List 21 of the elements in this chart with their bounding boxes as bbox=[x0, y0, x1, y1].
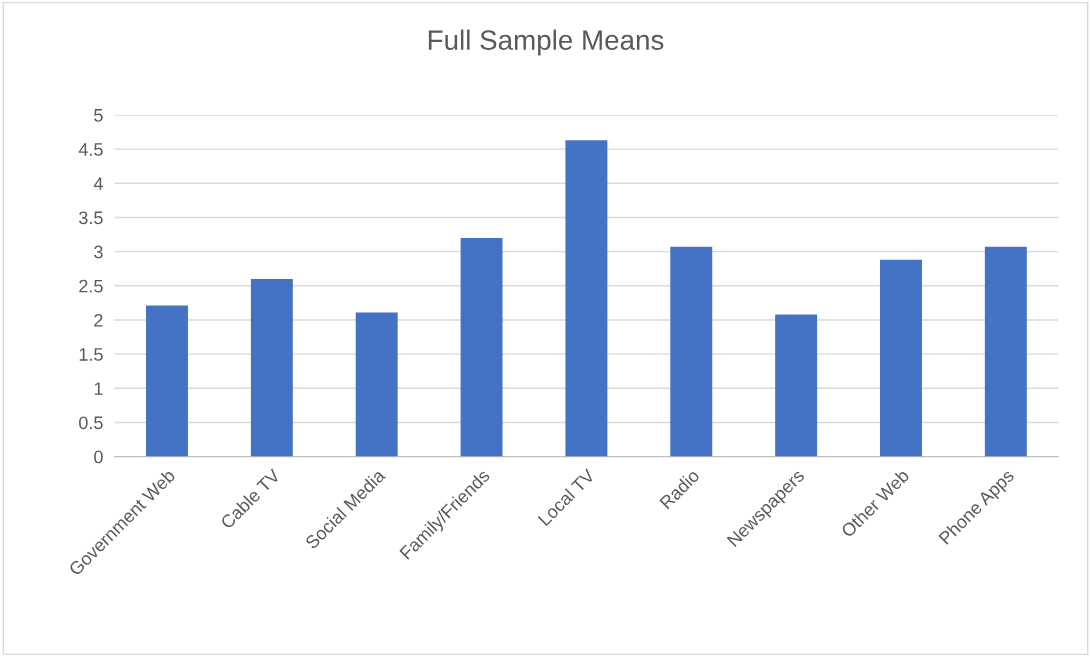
bar bbox=[250, 278, 293, 457]
bar bbox=[880, 259, 922, 457]
y-tick-label: 0.5 bbox=[79, 416, 103, 430]
bar bbox=[565, 140, 608, 457]
y-tick-label: 0 bbox=[94, 450, 103, 464]
bar bbox=[984, 246, 1027, 457]
y-tick-label: 4.5 bbox=[78, 143, 103, 156]
chart-title: Full Sample Means bbox=[428, 29, 664, 56]
y-tick-label: 4 bbox=[93, 177, 103, 190]
y-tick-label: 2.5 bbox=[79, 279, 103, 293]
y-tick-label: 3.5 bbox=[79, 211, 103, 225]
bar bbox=[775, 314, 818, 457]
bar bbox=[146, 305, 188, 457]
bar bbox=[355, 312, 398, 457]
y-tick-label: 3 bbox=[94, 245, 103, 259]
y-tick-label: 1 bbox=[94, 382, 103, 395]
y-tick-label: 2 bbox=[94, 313, 103, 327]
y-tick-label: 5 bbox=[94, 109, 103, 122]
bar bbox=[670, 246, 713, 457]
y-tick-label: 1.5 bbox=[79, 348, 103, 361]
bar bbox=[460, 237, 503, 457]
